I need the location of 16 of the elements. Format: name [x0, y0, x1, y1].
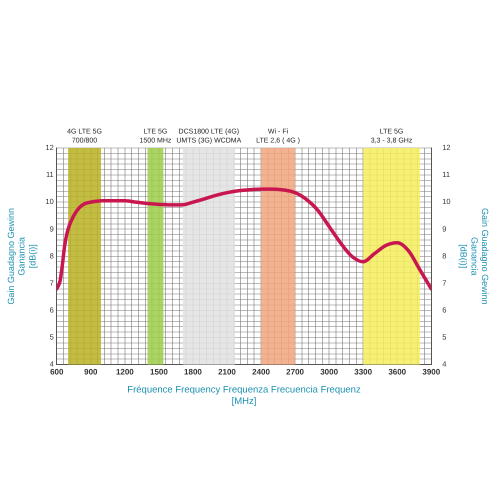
- x-tick-label: 2400: [252, 368, 270, 377]
- x-tick-label: 600: [50, 368, 64, 377]
- y-axis-title: Gain Guadagno Gewinn Ganancia [dB(i)]: [6, 208, 38, 305]
- x-tick-label: 900: [84, 368, 98, 377]
- x-tick-label: 2700: [286, 368, 305, 377]
- x-tick-label: 1500: [150, 368, 168, 377]
- x-axis-title: Fréquence Frequency Frequenza Frecuencia Frequenz [MHz]: [127, 384, 361, 407]
- x-tick-label: 3300: [354, 368, 373, 377]
- x-tick-label: 1200: [116, 368, 134, 377]
- y2-axis-title: Gain Guadagno Gewinn Ganancia [dB(i)]: [458, 208, 490, 305]
- x-tick-label: 1800: [184, 368, 202, 377]
- x-tick-label: 2100: [218, 368, 236, 377]
- x-tick-label: 3600: [388, 368, 407, 377]
- x-tick-label: 3900: [422, 368, 441, 377]
- line-series: [56, 187, 432, 291]
- x-tick-label: 3000: [320, 368, 339, 377]
